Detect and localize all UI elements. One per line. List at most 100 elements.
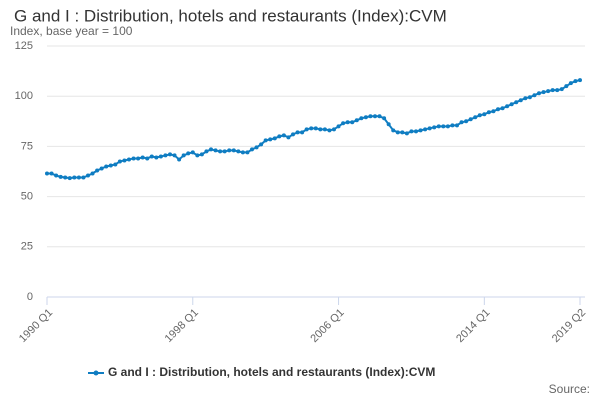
data-point [250,147,254,152]
data-point [49,171,54,176]
data-point [523,96,528,101]
data-point [404,131,409,136]
data-point [67,176,72,181]
data-point [199,152,204,157]
data-point [236,149,241,154]
data-point [63,175,68,180]
data-point [45,171,49,176]
data-point [345,120,350,125]
data-point [263,138,268,143]
data-point [104,164,109,169]
data-point [122,158,127,163]
data-point [231,148,236,153]
data-point [149,154,154,159]
data-point [395,130,400,135]
data-point [418,128,423,133]
data-point [218,149,223,154]
data-point [209,147,213,152]
y-tick-label: 75 [21,140,33,152]
data-point [213,148,218,153]
data-point [309,126,314,131]
data-point [54,173,59,178]
data-point [377,114,382,119]
data-point [363,115,368,120]
data-point [136,156,141,161]
data-point [245,150,250,155]
data-point [436,124,441,129]
x-tick-label: 2019 Q2 [550,307,588,345]
data-point [95,168,100,173]
data-point [332,127,336,132]
data-point [58,174,63,179]
data-point [76,175,81,180]
data-point [464,119,469,124]
data-point [268,137,273,142]
data-point [195,153,200,158]
data-point [304,127,309,132]
data-point [546,89,551,94]
data-point [354,118,359,123]
data-point [300,130,305,135]
data-point [400,130,405,135]
data-point [172,153,177,158]
data-point [295,130,300,135]
data-point [281,133,286,138]
data-point [486,110,491,115]
data-point [491,109,496,114]
y-tick-label: 50 [21,191,33,203]
data-point [573,79,578,84]
x-tick-label: 2014 Q1 [454,307,492,345]
data-point [113,162,118,167]
data-point [450,123,455,128]
data-point [81,175,86,180]
x-tick-label: 2006 Q1 [308,307,346,345]
data-point [568,81,573,86]
data-point [359,116,364,121]
data-point [108,163,113,168]
data-point [441,124,446,129]
data-point [86,173,90,178]
data-point [550,88,555,93]
data-point [90,171,95,176]
data-point [145,156,150,161]
data-point [291,132,295,137]
legend-marker [93,370,99,376]
data-point [190,150,195,155]
data-point [204,149,209,154]
data-point [272,136,277,141]
data-point [181,153,186,158]
data-point [72,175,77,180]
data-point [254,145,259,150]
data-point [382,116,387,121]
data-point [427,126,432,131]
data-point [518,98,523,103]
y-tick-label: 125 [15,40,33,52]
data-point [117,159,122,164]
data-point [186,151,191,156]
data-point [227,148,232,153]
x-tick-label: 1990 Q1 [17,307,55,345]
data-point [514,100,519,105]
data-point [468,117,473,122]
y-tick-label: 100 [15,90,33,102]
data-point [496,107,500,112]
data-point [140,155,145,160]
data-point [532,93,537,98]
data-point [432,125,437,130]
data-point [99,166,104,171]
data-point [154,155,159,160]
data-point [240,150,245,155]
data-point [127,157,131,162]
data-point [177,157,182,162]
series-line [47,79,581,180]
data-point [368,114,373,119]
data-point [473,115,478,120]
x-tick-label: 1998 Q1 [163,307,201,345]
data-point [537,91,541,96]
data-point [559,87,564,92]
data-point [168,152,172,157]
data-point [386,122,391,127]
source: Source: [549,382,590,396]
data-point [163,153,168,158]
